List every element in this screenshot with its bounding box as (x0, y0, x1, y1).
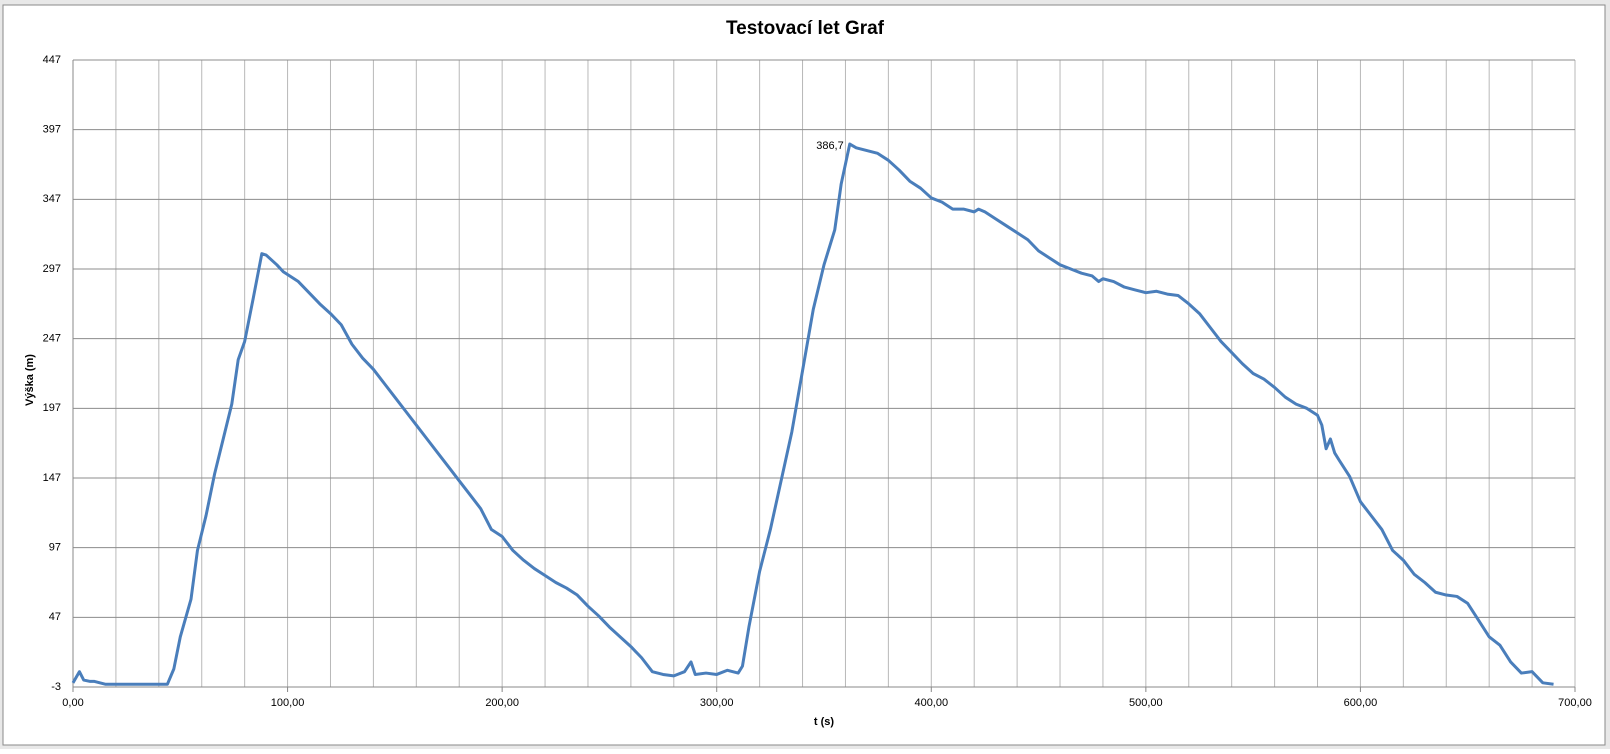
x-tick-label: 100,00 (271, 697, 305, 709)
chart-title: Testovací let Graf (726, 18, 885, 39)
data-label: 386,7 (816, 140, 844, 152)
y-tick-label: 397 (43, 124, 61, 136)
chart-area (2, 4, 1606, 746)
x-tick-label: 600,00 (1344, 697, 1378, 709)
y-tick-label: 197 (43, 402, 61, 414)
x-tick-label: 500,00 (1129, 697, 1163, 709)
y-tick-label: 147 (43, 472, 61, 484)
x-axis-label: t (s) (814, 716, 835, 728)
x-tick-label: 200,00 (485, 697, 519, 709)
y-tick-label: 247 (43, 333, 61, 345)
y-tick-label: 347 (43, 193, 61, 205)
y-axis-label: Výška (m) (24, 354, 36, 406)
y-tick-label: 297 (43, 263, 61, 275)
x-tick-label: 400,00 (914, 697, 948, 709)
x-tick-label: 0,00 (62, 697, 83, 709)
y-tick-label: 447 (43, 54, 61, 66)
x-tick-label: 700,00 (1558, 697, 1592, 709)
data-line (71, 142, 1554, 686)
y-tick-label: 47 (49, 611, 61, 623)
x-tick-label: 300,00 (700, 697, 734, 709)
y-tick-label: 97 (49, 542, 61, 554)
y-tick-label: -3 (51, 681, 61, 693)
